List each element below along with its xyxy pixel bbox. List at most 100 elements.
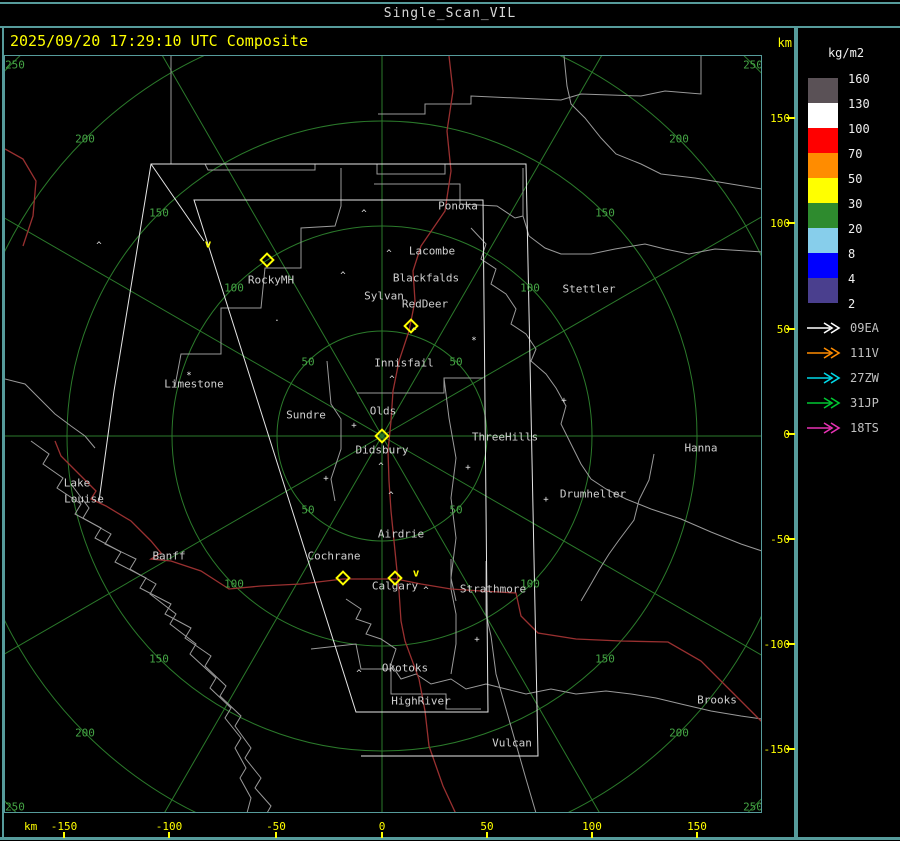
county-boundary-line bbox=[30, 440, 272, 812]
city-label-didsbury: Didsbury bbox=[355, 443, 409, 457]
right-axis-label: -150 bbox=[763, 743, 791, 756]
range-ring-label: 150 bbox=[149, 206, 169, 220]
county-boundary-line bbox=[345, 598, 761, 720]
town-marker: ^ bbox=[411, 327, 417, 337]
legend-scale-value: 160 bbox=[848, 72, 870, 86]
radar-site-id-label: 18TS bbox=[850, 421, 879, 435]
radial-line-30deg bbox=[381, 56, 602, 437]
arrow-head bbox=[823, 347, 834, 359]
storm-vector-marker: v bbox=[204, 237, 212, 251]
radar-site-id-label: 09EA bbox=[850, 321, 879, 335]
range-ring-label: 200 bbox=[75, 726, 95, 740]
city-label-rockymh: RockyMH bbox=[247, 273, 295, 287]
arrow-chevron bbox=[830, 397, 841, 409]
town-marker: ^ bbox=[361, 209, 367, 219]
range-ring-label: 250 bbox=[5, 800, 25, 813]
map-vector-layer bbox=[5, 56, 761, 812]
radar-site-id-label: 27ZW bbox=[850, 371, 879, 385]
bottom-axis-tick bbox=[63, 832, 65, 838]
bottom-axis-unit-label: km bbox=[24, 820, 38, 833]
range-ring-label: 50 bbox=[301, 355, 315, 369]
legend-color-box bbox=[808, 153, 838, 178]
county-boundary-line bbox=[522, 168, 761, 255]
legend-color-box bbox=[808, 78, 838, 103]
storm-vector-marker: v bbox=[412, 566, 420, 580]
town-marker: ^ bbox=[423, 586, 429, 596]
right-axis-tick bbox=[787, 643, 795, 645]
radar-site-arrow-icon bbox=[807, 347, 841, 359]
city-label-innisfail: Innisfail bbox=[374, 356, 434, 370]
range-ring-label: 50 bbox=[301, 503, 315, 517]
county-boundary-line bbox=[326, 360, 342, 502]
city-label-lacombe: Lacombe bbox=[408, 244, 456, 258]
town-marker: + bbox=[323, 474, 329, 484]
legend-scale-value: 8 bbox=[848, 247, 856, 261]
bottom-axis-label: -100 bbox=[155, 820, 183, 833]
county-boundary-line bbox=[70, 483, 252, 812]
radar-site-arrow-icon bbox=[807, 322, 841, 334]
city-label-drumheller: Drumheller bbox=[559, 487, 627, 501]
city-label-reddeer: RedDeer bbox=[401, 297, 449, 311]
right-axis-label: 100 bbox=[770, 217, 790, 230]
city-label-hanna: Hanna bbox=[684, 441, 718, 455]
city-label-sundre: Sundre bbox=[286, 408, 326, 422]
legend-color-box bbox=[808, 203, 838, 228]
town-marker: ^ bbox=[340, 271, 346, 281]
bottom-axis-tick bbox=[275, 832, 277, 838]
range-ring-label: 50 bbox=[449, 503, 463, 517]
town-marker: + bbox=[561, 396, 567, 406]
legend-panel: kg/m2 160 130 100 70 50 30 20 8 4 2 09EA 111V 27ZW 31… bbox=[800, 27, 900, 841]
city-label-highriver: HighRiver bbox=[391, 694, 451, 708]
right-axis-label: 50 bbox=[776, 323, 790, 336]
legend-scale-value: 20 bbox=[848, 222, 863, 236]
arrow-head bbox=[823, 397, 834, 409]
town-marker: ^ bbox=[378, 462, 384, 472]
right-axis-label: -100 bbox=[763, 638, 791, 651]
range-ring-label: 150 bbox=[595, 206, 615, 220]
city-label-threehills: ThreeHills bbox=[471, 430, 539, 444]
range-ring-label: 50 bbox=[449, 355, 463, 369]
bottom-axis-label: 50 bbox=[480, 820, 494, 833]
county-boundary-line bbox=[310, 643, 481, 710]
county-boundary-line bbox=[174, 168, 342, 387]
city-label-louise: Louise bbox=[64, 492, 104, 506]
bottom-axis-tick bbox=[696, 832, 698, 838]
city-label-banff: Banff bbox=[152, 549, 186, 563]
town-marker: + bbox=[474, 635, 480, 645]
right-axis-tick bbox=[787, 222, 795, 224]
bottom-axis-tick bbox=[168, 832, 170, 838]
arrow-head bbox=[823, 372, 834, 384]
town-marker: + bbox=[543, 495, 549, 505]
legend-scale-value: 70 bbox=[848, 147, 863, 161]
bottom-axis-tick bbox=[591, 832, 593, 838]
right-axis-tick bbox=[787, 433, 795, 435]
range-ring-label: 250 bbox=[743, 800, 762, 813]
radial-line-120deg bbox=[381, 435, 761, 656]
range-ring-label: 100 bbox=[224, 577, 244, 591]
town-marker: ^ bbox=[386, 249, 392, 259]
legend-color-box bbox=[808, 228, 838, 253]
town-marker: ^ bbox=[389, 375, 395, 385]
town-marker: . bbox=[274, 314, 280, 324]
highway-line bbox=[387, 56, 456, 812]
city-label-vulcan: Vulcan bbox=[492, 736, 532, 750]
range-ring-label: 150 bbox=[149, 652, 169, 666]
range-ring-label: 200 bbox=[669, 726, 689, 740]
right-axis-label: -50 bbox=[770, 533, 790, 546]
city-label-blackfalds: Blackfalds bbox=[392, 271, 460, 285]
arrow-chevron bbox=[830, 372, 841, 384]
legend-color-box bbox=[808, 178, 838, 203]
legend-scale-value: 100 bbox=[848, 122, 870, 136]
bottom-axis-label: 150 bbox=[687, 820, 707, 833]
right-axis-unit-label: km bbox=[777, 36, 792, 50]
radar-site-id-label: 111V bbox=[850, 346, 879, 360]
legend-color-box bbox=[808, 278, 838, 303]
radial-line-240deg bbox=[5, 435, 383, 655]
range-ring-label: 150 bbox=[595, 652, 615, 666]
right-axis-tick bbox=[787, 328, 795, 330]
radar-map-canvas[interactable]: 50 50 50 50 100 100 100 100 150 150 150 150 200 200 20… bbox=[4, 55, 762, 813]
radial-line-300deg bbox=[5, 217, 383, 437]
legend-color-box bbox=[808, 128, 838, 153]
county-boundary-line bbox=[5, 378, 96, 449]
